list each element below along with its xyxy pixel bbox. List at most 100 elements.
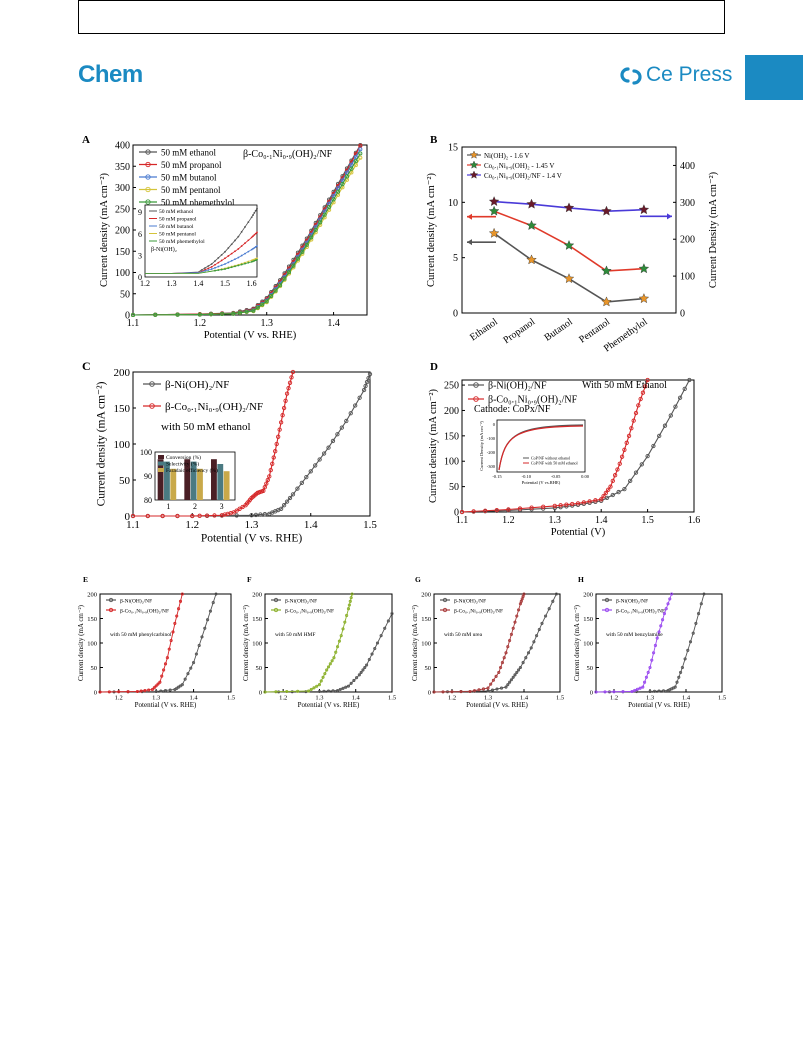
data-point bbox=[341, 627, 345, 631]
data-point bbox=[670, 592, 674, 596]
data-point bbox=[564, 502, 569, 507]
data-point bbox=[633, 470, 639, 475]
data-point bbox=[331, 689, 335, 693]
data-point bbox=[646, 670, 650, 674]
data-point bbox=[286, 386, 291, 391]
data-point bbox=[367, 657, 371, 662]
y-tick-label: 200 bbox=[114, 367, 131, 379]
inset-y-axis-title: Current Density (mA cm⁻²) bbox=[479, 421, 484, 471]
inset-bar bbox=[223, 471, 230, 500]
legend-label: 50 mM butanol bbox=[161, 173, 217, 183]
data-point bbox=[508, 680, 512, 684]
inset-point bbox=[247, 221, 250, 224]
y-axis-title: Current density (mA cm⁻²) bbox=[411, 604, 419, 681]
x-tick-label: 1.2 bbox=[194, 318, 207, 329]
legend-label: β-Co₀.₁Ni₀.₉(OH)₂/NF bbox=[120, 607, 169, 614]
data-point bbox=[497, 670, 501, 674]
data-point bbox=[107, 690, 111, 694]
data-point bbox=[518, 665, 522, 670]
y-tick-label: 0 bbox=[125, 511, 131, 523]
data-point bbox=[175, 312, 180, 317]
data-point bbox=[299, 480, 305, 486]
plot-frame bbox=[461, 379, 695, 513]
data-point bbox=[348, 599, 352, 603]
legend-marker bbox=[145, 186, 151, 193]
data-point bbox=[524, 656, 528, 660]
data-point bbox=[491, 678, 495, 682]
inset-point bbox=[207, 265, 210, 267]
data-point bbox=[180, 683, 184, 687]
data-point bbox=[214, 592, 218, 596]
data-point bbox=[508, 639, 512, 643]
data-point bbox=[644, 675, 648, 679]
legend-label: 50 mM ethanol bbox=[161, 148, 216, 158]
inset-point bbox=[220, 259, 223, 262]
data-point bbox=[353, 159, 358, 164]
data-point bbox=[471, 509, 476, 514]
data-point bbox=[358, 155, 363, 160]
data-point bbox=[231, 311, 236, 316]
legend-marker bbox=[149, 403, 155, 409]
data-point bbox=[363, 665, 367, 670]
data-point bbox=[499, 665, 503, 670]
y-tick-label: 50 bbox=[449, 482, 459, 493]
data-point bbox=[673, 685, 677, 689]
data-point bbox=[541, 504, 546, 509]
data-point bbox=[554, 592, 558, 596]
legend-label: β-Co₀.₁Ni₀.₉(OH)₂/NF bbox=[616, 607, 665, 614]
inset-x-tick-label: 1.3 bbox=[167, 279, 177, 288]
inset-point bbox=[250, 216, 253, 219]
data-point bbox=[317, 457, 322, 462]
y-tick-label: 100 bbox=[252, 640, 262, 647]
data-point bbox=[619, 454, 625, 459]
y-axis-title: Current density (mA cm⁻²) bbox=[426, 173, 437, 287]
arrow-left-2-head bbox=[467, 213, 472, 220]
inset-point bbox=[240, 263, 243, 266]
x-tick-label: 1.5 bbox=[227, 695, 235, 702]
data-point bbox=[506, 683, 510, 687]
legend-label: β-Ni(OH)₂/NF bbox=[454, 597, 486, 604]
inset-point bbox=[256, 257, 258, 260]
inset-point bbox=[230, 252, 233, 255]
data-point bbox=[511, 626, 515, 630]
data-point bbox=[659, 624, 663, 628]
data-point bbox=[332, 656, 336, 660]
y-tick-label: 300 bbox=[115, 183, 130, 194]
data-point bbox=[278, 506, 284, 511]
data-point bbox=[280, 413, 285, 418]
inset-legend-label: Faradaic efficiency (%) bbox=[166, 467, 218, 474]
data-point bbox=[264, 299, 269, 304]
data-point bbox=[652, 651, 656, 655]
data-point bbox=[169, 639, 173, 643]
inset-point bbox=[224, 250, 226, 253]
data-point bbox=[486, 689, 490, 693]
inset-bar bbox=[157, 459, 164, 500]
data-point bbox=[197, 513, 202, 518]
data-point bbox=[322, 212, 327, 217]
inset-legend-label: Selectivity (%) bbox=[166, 461, 199, 468]
data-point bbox=[178, 599, 183, 603]
data-star bbox=[488, 205, 500, 216]
inset-legend-swatch bbox=[158, 468, 164, 472]
panel-label: E bbox=[83, 575, 88, 584]
data-point bbox=[383, 626, 387, 630]
data-point bbox=[504, 685, 508, 689]
y-tick-label: 250 bbox=[115, 204, 130, 215]
data-point bbox=[686, 648, 690, 652]
y-tick-label: 50 bbox=[91, 665, 98, 672]
data-point bbox=[502, 656, 506, 660]
y-tick-label: 50 bbox=[256, 665, 263, 672]
data-star bbox=[526, 198, 537, 209]
data-point bbox=[664, 607, 668, 611]
y-tick-label: 50 bbox=[119, 475, 131, 487]
data-point bbox=[339, 634, 343, 638]
data-point bbox=[517, 506, 523, 511]
y2-tick-label: 200 bbox=[680, 235, 695, 246]
inset-point bbox=[252, 247, 254, 250]
data-point bbox=[532, 640, 536, 644]
data-point bbox=[638, 686, 642, 690]
data-point bbox=[197, 643, 201, 648]
data-point bbox=[355, 676, 359, 680]
data-star bbox=[488, 227, 500, 238]
data-point bbox=[346, 607, 351, 611]
